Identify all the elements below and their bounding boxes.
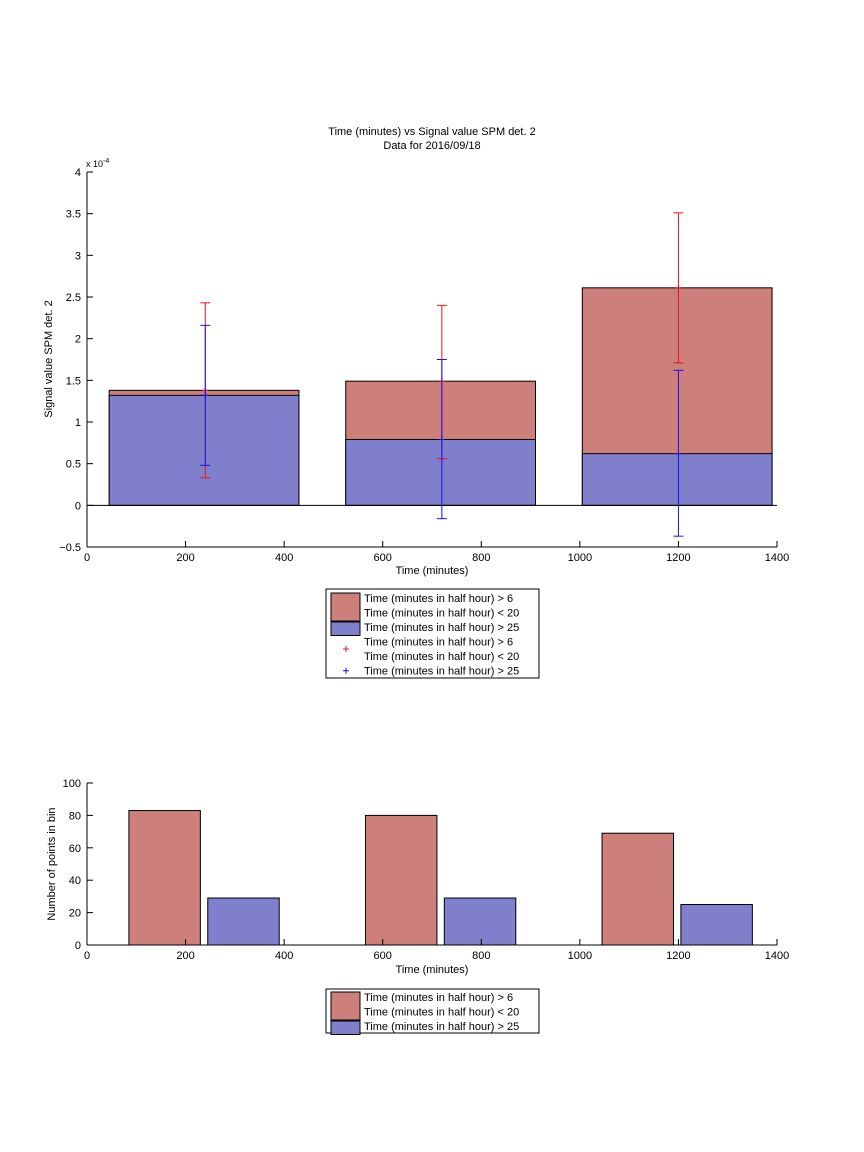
x-tick-label-2: 600 (374, 950, 392, 962)
legend-box (325, 588, 540, 679)
y-axis-label-2: Number of points in bin (46, 807, 58, 920)
x-axis-label-2: Time (minutes) (396, 964, 469, 976)
count-bar-red-4 (601, 832, 674, 946)
count-bar-red-2 (364, 814, 438, 946)
y-tick-label: −0.5 (59, 542, 81, 554)
y-multiplier: x 10-4 (86, 158, 109, 169)
legend-label: Time (minutes in half hour) > 6 (364, 593, 513, 605)
legend-label-2: Time (minutes in half hour) > 25 (364, 1021, 519, 1033)
count-chart: Number of points in bin Time (minutes) 0… (46, 778, 789, 1035)
count-bar-blue-1 (207, 897, 280, 946)
x-tick-label: 1200 (666, 552, 690, 564)
x-tick-label-2: 0 (84, 950, 90, 962)
legend-swatch-2-0 (330, 991, 361, 1021)
x-tick-label-2: 1000 (568, 950, 592, 962)
y-tick-label: 2 (75, 334, 81, 346)
legend-label-2: Time (minutes in half hour) < 20 (364, 1007, 519, 1019)
y-axis-label: Signal value SPM det. 2 (43, 300, 55, 417)
y-tick-label-2: 20 (69, 908, 81, 920)
x-tick-label-2: 1400 (765, 950, 789, 962)
legend-swatch-1 (330, 621, 361, 636)
y-tick-label: 4 (75, 167, 81, 179)
y-tick-label: 0.5 (66, 459, 81, 471)
legend-label: Time (minutes in half hour) < 20 (364, 651, 519, 663)
bar-series-2 (128, 810, 753, 946)
x-axis-label: Time (minutes) (396, 565, 469, 577)
x-tick-label: 0 (84, 552, 90, 564)
legend-label: Time (minutes in half hour) > 25 (364, 622, 519, 634)
y-tick-label: 3 (75, 250, 81, 262)
legend-swatch-2-1 (330, 1020, 361, 1035)
x-tick-label: 800 (472, 552, 490, 564)
legend-label-2: Time (minutes in half hour) > 6 (364, 992, 513, 1004)
chart-subtitle: Data for 2016/09/18 (383, 140, 480, 152)
x-tick-label-2: 1200 (666, 950, 690, 962)
legend: Time (minutes in half hour) > 6 Time (min… (325, 588, 540, 679)
signal-chart: Time (minutes) vs Signal value SPM det. … (43, 126, 789, 679)
y-tick-label-2: 0 (75, 940, 81, 952)
legend-label: Time (minutes in half hour) > 25 (364, 666, 519, 678)
x-tick-label-2: 400 (275, 950, 293, 962)
axes: 0 200 400 600 800 1000 1200 1400−0.500.511.522.… (59, 167, 789, 564)
x-tick-label-2: 800 (472, 950, 490, 962)
bar-blue-0 (108, 394, 300, 506)
bar-series (108, 287, 773, 506)
y-tick-label: 1.5 (66, 375, 81, 387)
bar-blue-2 (581, 453, 773, 506)
chart-title: Time (minutes) vs Signal value SPM det. … (328, 126, 535, 138)
y-tick-label: 3.5 (66, 209, 81, 221)
count-bar-red-0 (128, 810, 201, 946)
axes-2: 0 200 400 600 800 1000 1200 1400 0 20 40 60 80 100 (63, 778, 790, 962)
legend-label: Time (minutes in half hour) > 6 (364, 637, 513, 649)
x-tick-label: 1400 (765, 552, 789, 564)
x-tick-label: 400 (275, 552, 293, 564)
y-tick-label-2: 100 (63, 778, 81, 790)
y-tick-label: 1 (75, 417, 81, 429)
y-tick-label: 0 (75, 500, 81, 512)
count-bar-blue-5 (680, 904, 753, 946)
y-tick-label-2: 80 (69, 810, 81, 822)
x-tick-label: 600 (374, 552, 392, 564)
legend-label: Time (minutes in half hour) < 20 (364, 608, 519, 620)
y-tick-label-2: 40 (69, 875, 81, 887)
y-tick-label: 2.5 (66, 292, 81, 304)
x-tick-label: 200 (176, 552, 194, 564)
y-tick-label-2: 60 (69, 843, 81, 855)
bar-blue-1 (345, 439, 536, 506)
legend-box-2 (325, 988, 540, 1034)
count-bar-blue-3 (443, 897, 517, 946)
x-tick-label-2: 200 (176, 950, 194, 962)
legend-2: Time (minutes in half hour) > 6 Time (min… (325, 988, 540, 1035)
error-bars (200, 212, 684, 537)
legend-swatch-0 (330, 592, 361, 622)
x-tick-label: 1000 (568, 552, 592, 564)
